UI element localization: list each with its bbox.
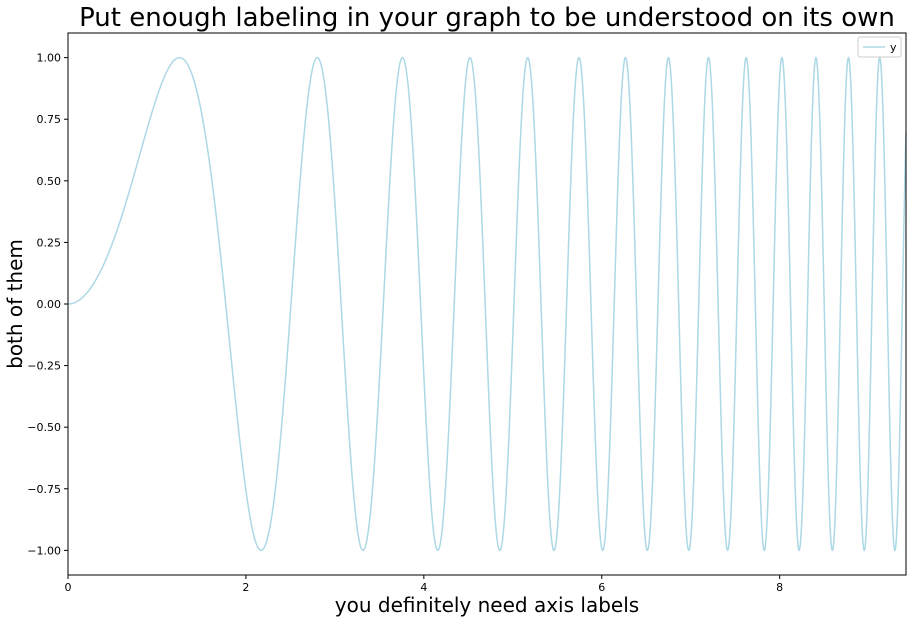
- x-tick-label: 2: [242, 581, 249, 594]
- y-tick-label: 0.00: [37, 298, 62, 311]
- y-tick-label: 1.00: [37, 52, 62, 65]
- plot-area: [67, 32, 907, 576]
- x-axis: 0 2 4 6 8: [65, 575, 783, 594]
- plot-background: [68, 33, 906, 575]
- y-tick-label: 0.25: [37, 236, 62, 249]
- x-axis-title: you definitely need axis labels: [335, 593, 639, 617]
- y-tick-label: −0.25: [27, 360, 61, 373]
- y-tick-label: −0.75: [27, 483, 61, 496]
- x-tick-label: 6: [598, 581, 605, 594]
- y-tick-label: 0.75: [37, 113, 62, 126]
- series-line-y: [68, 56, 907, 552]
- y-axis: 1.00 0.75 0.50 0.25 0.00 −0.25 −0.50 −0.75 −1.00: [27, 52, 68, 557]
- chart-title: Put enough labeling in your graph to be …: [79, 3, 895, 33]
- y-axis-title: both of them: [3, 239, 27, 369]
- legend: y: [857, 36, 902, 58]
- series-group: [68, 56, 907, 552]
- x-tick-label: 0: [65, 581, 72, 594]
- x-tick-label: 8: [776, 581, 783, 594]
- y-tick-label: −1.00: [27, 544, 61, 557]
- legend-label: y: [890, 41, 897, 54]
- x-tick-label: 4: [420, 581, 427, 594]
- y-tick-label: 0.50: [37, 175, 62, 188]
- y-tick-label: −0.50: [27, 421, 61, 434]
